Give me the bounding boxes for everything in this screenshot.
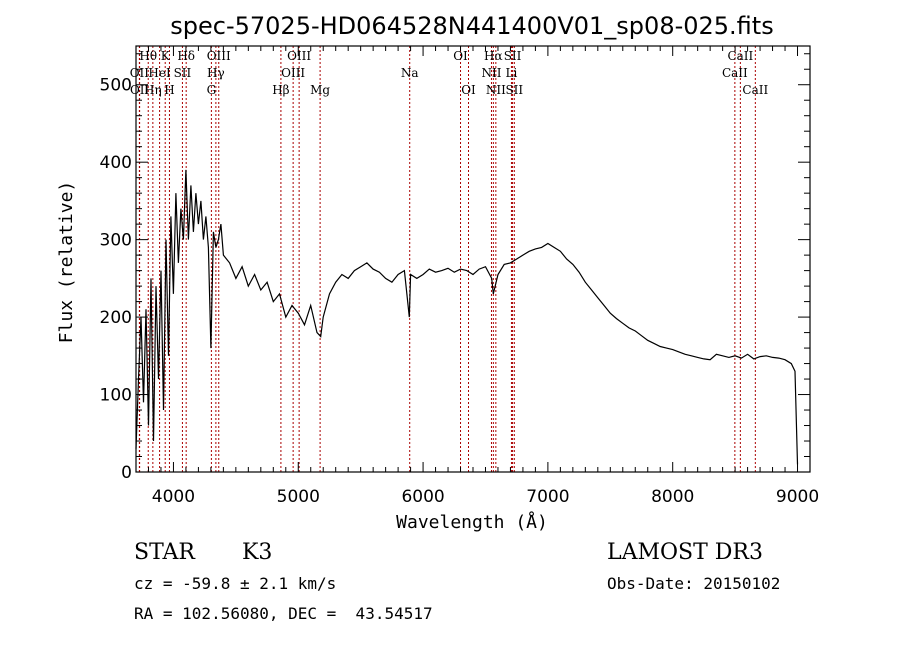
spectral-line-label: OIII <box>287 49 311 63</box>
spectral-line-label: OI <box>461 83 476 97</box>
spectral-line-label: OII <box>130 66 150 80</box>
spectrum-series-line <box>135 169 799 465</box>
spectral-line-label: CaII <box>722 66 748 80</box>
survey-name: LAMOST DR3 <box>607 540 763 565</box>
coordinates: RA = 102.56080, DEC = 43.54517 <box>134 604 433 623</box>
spectral-subclass: K3 <box>242 540 273 565</box>
y-tick-label: 200 <box>100 308 132 328</box>
x-tick-label: 8000 <box>651 487 694 507</box>
y-tick-label: 100 <box>100 386 132 406</box>
spectral-line-label: K <box>161 49 171 63</box>
x-tick-label: 9000 <box>776 487 819 507</box>
x-tick-label: 7000 <box>526 487 569 507</box>
spectral-line-markers <box>138 46 756 472</box>
y-axis-label: Flux (relative) <box>56 181 77 344</box>
spectral-line-label: Mg <box>310 83 330 97</box>
spectral-line-label: Na <box>401 66 419 80</box>
spectral-line-label: G <box>207 83 217 97</box>
y-tick-label: 400 <box>100 153 132 173</box>
x-tick-label: 4000 <box>152 487 195 507</box>
spectral-line-label: NII <box>481 66 501 80</box>
observation-date: Obs-Date: 20150102 <box>607 574 781 593</box>
spectral-line-label: SII <box>174 66 192 80</box>
spectral-line-label: CaII <box>742 83 768 97</box>
spectral-line-label: Hα <box>484 49 503 63</box>
y-tick-label: 300 <box>100 231 132 251</box>
spectral-line-label: Hη <box>144 83 162 97</box>
object-type: STAR <box>134 540 195 565</box>
spectral-line-label: Hβ <box>272 83 289 97</box>
x-tick-label: 5000 <box>277 487 320 507</box>
x-axis-ticks: 4000 5000 6000 7000 8000 9000 <box>135 46 819 507</box>
spectral-line-label: H <box>164 83 174 97</box>
plot-frame <box>135 45 811 473</box>
x-axis-label: Wavelength (Å) <box>396 511 548 533</box>
spectral-line-label: Li <box>506 66 518 80</box>
spectral-line-label: NII <box>486 83 506 97</box>
spectral-line-label: Hδ <box>177 49 195 63</box>
y-tick-label: 0 <box>121 463 132 483</box>
spectral-line-label: SII <box>505 83 523 97</box>
spectral-line-label: SII <box>504 49 522 63</box>
spectral-line-label: CaII <box>727 49 753 63</box>
chart-title: spec-57025-HD064528N441400V01_sp08-025.f… <box>170 12 773 40</box>
y-axis-ticks: 0 100 200 300 400 500 <box>100 53 810 483</box>
spectral-line-label: OI <box>453 49 468 63</box>
spectral-line-label: Hθ <box>139 49 157 63</box>
spectral-line-label: OIII <box>281 66 305 80</box>
spectral-line-label: OII <box>130 83 150 97</box>
redshift-cz: cz = -59.8 ± 2.1 km/s <box>134 574 337 593</box>
x-tick-label: 6000 <box>401 487 444 507</box>
spectral-line-label: Hγ <box>207 66 225 80</box>
spectral-line-label: HeI <box>148 66 171 80</box>
spectral-line-label: OIII <box>207 49 231 63</box>
y-tick-label: 500 <box>100 76 132 96</box>
